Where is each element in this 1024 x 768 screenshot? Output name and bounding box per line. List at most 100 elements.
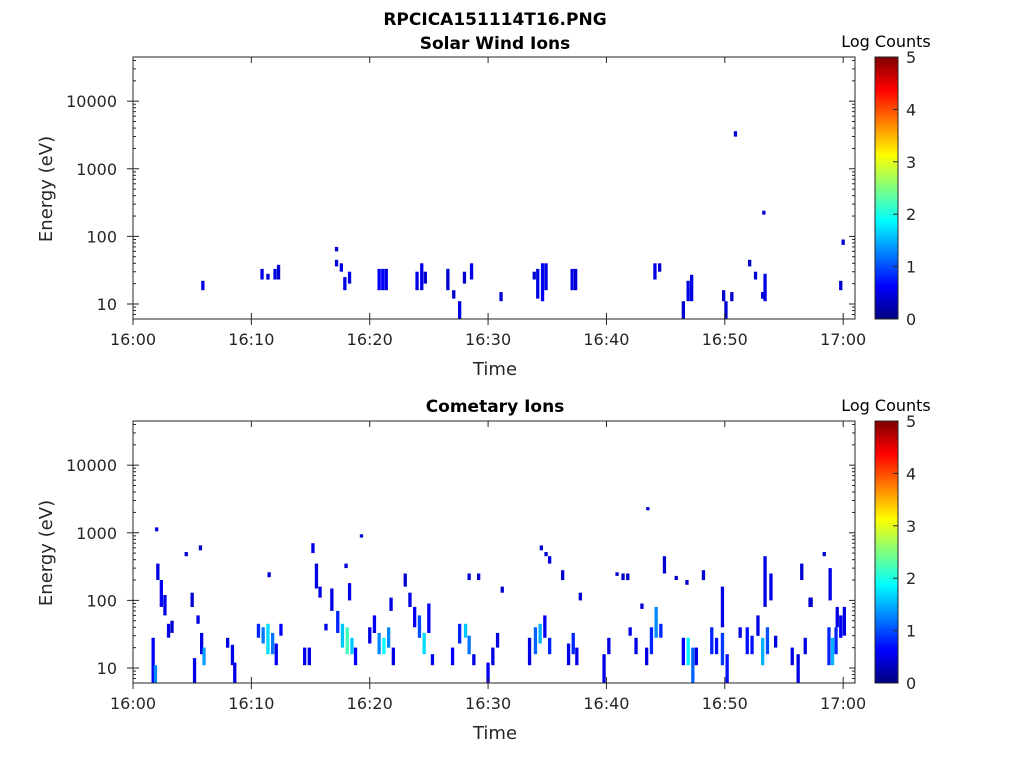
heatmap-cell bbox=[615, 572, 619, 576]
heatmap-cell bbox=[486, 662, 490, 683]
colorbar-tick-label: 1 bbox=[906, 622, 916, 641]
heatmap-cell bbox=[382, 637, 386, 655]
heatmap-cell bbox=[809, 597, 813, 607]
heatmap-cell bbox=[822, 552, 826, 557]
heatmap-cell bbox=[681, 637, 685, 666]
heatmap-cell bbox=[463, 623, 468, 638]
heatmap-cell bbox=[756, 615, 760, 636]
colorbar-tick-label: 3 bbox=[906, 153, 916, 172]
heatmap-cell bbox=[714, 637, 719, 655]
x-tick-label: 16:50 bbox=[702, 330, 748, 349]
heatmap-cell bbox=[690, 274, 694, 302]
heatmap-cell bbox=[260, 268, 264, 280]
heatmap-cell bbox=[750, 635, 754, 655]
heatmap-cell bbox=[266, 623, 270, 655]
heatmap-cell bbox=[835, 606, 839, 628]
heatmap-cells bbox=[151, 507, 846, 683]
heatmap-cell bbox=[796, 654, 800, 683]
y-tick-label: 100 bbox=[86, 591, 117, 610]
heatmap-cell bbox=[722, 290, 726, 302]
heatmap-cell bbox=[198, 545, 203, 551]
x-tick-label: 16:10 bbox=[228, 694, 274, 713]
heatmap-cell bbox=[467, 635, 471, 655]
heatmap-cell bbox=[330, 588, 334, 611]
heatmap-cell bbox=[748, 259, 752, 267]
heatmap-cell bbox=[621, 573, 625, 581]
colorbar-tick-label: 0 bbox=[906, 674, 916, 693]
heatmap-cell bbox=[578, 592, 582, 601]
heatmap-cell bbox=[654, 606, 658, 638]
heatmap-cell bbox=[574, 268, 578, 291]
heatmap-cell bbox=[314, 563, 319, 589]
y-tick-label: 10000 bbox=[66, 456, 117, 475]
heatmap-cell bbox=[500, 586, 504, 593]
x-tick-label: 16:40 bbox=[583, 330, 629, 349]
heatmap-cell bbox=[261, 627, 265, 644]
heatmap-cell bbox=[201, 280, 205, 291]
heatmap-cell bbox=[415, 271, 419, 291]
heatmap-cell bbox=[163, 595, 167, 616]
heatmap-cell bbox=[422, 632, 426, 655]
heatmap-cell bbox=[343, 277, 347, 291]
cometary-xlabel: Time bbox=[472, 723, 517, 744]
heatmap-cell bbox=[190, 592, 194, 607]
y-tick-label: 100 bbox=[86, 227, 117, 246]
heatmap-cell bbox=[710, 627, 714, 655]
heatmap-cell bbox=[273, 268, 277, 280]
colorbar-tick-label: 4 bbox=[906, 464, 916, 483]
cometary-panel: Cometary Ions Log Counts Time Energy (eV… bbox=[36, 396, 931, 744]
heatmap-cell bbox=[353, 647, 358, 666]
heatmap-cell bbox=[200, 632, 204, 655]
heatmap-cell bbox=[192, 658, 197, 683]
heatmap-cell bbox=[403, 573, 407, 587]
heatmap-cell bbox=[834, 627, 838, 655]
heatmap-cell bbox=[626, 573, 630, 581]
colorbar-tick-label: 5 bbox=[906, 48, 916, 67]
heatmap-cell bbox=[828, 568, 832, 601]
heatmap-cell bbox=[372, 615, 377, 633]
heatmap-cell bbox=[196, 615, 200, 624]
heatmap-cell bbox=[607, 637, 611, 655]
heatmap-cell bbox=[538, 623, 542, 644]
heatmap-cell bbox=[368, 627, 372, 644]
cometary-ylabel: Energy (eV) bbox=[36, 500, 57, 606]
heatmap-cell bbox=[430, 654, 435, 666]
heatmap-cell bbox=[307, 647, 311, 666]
heatmap-cell bbox=[548, 637, 552, 655]
heatmap-cell bbox=[765, 627, 770, 655]
heatmap-cell bbox=[839, 615, 843, 638]
colorbar-tick-label: 3 bbox=[906, 517, 916, 536]
heatmap-cell bbox=[763, 556, 767, 607]
heatmap-cell bbox=[628, 627, 632, 636]
heatmap-cell bbox=[533, 627, 538, 655]
heatmap-cell bbox=[566, 643, 571, 666]
heatmap-cell bbox=[724, 301, 728, 319]
heatmap-cell bbox=[662, 556, 667, 574]
heatmap-cell bbox=[347, 271, 352, 284]
heatmap-cell bbox=[303, 647, 307, 666]
y-tick-label: 10000 bbox=[66, 92, 117, 111]
heatmap-cells bbox=[201, 131, 845, 319]
x-tick-label: 16:50 bbox=[702, 694, 748, 713]
heatmap-cell bbox=[495, 632, 500, 648]
heatmap-cell bbox=[159, 580, 163, 607]
cometary-title: Cometary Ions bbox=[426, 397, 565, 417]
heatmap-cell bbox=[548, 556, 552, 564]
heatmap-cell bbox=[827, 627, 831, 666]
x-tick-label: 17:00 bbox=[820, 330, 866, 349]
x-tick-label: 16:10 bbox=[228, 330, 274, 349]
heatmap-cell bbox=[730, 292, 734, 302]
heatmap-cell bbox=[202, 647, 206, 666]
heatmap-cell bbox=[156, 563, 160, 580]
y-tick-label: 10 bbox=[97, 295, 117, 314]
x-tick-label: 16:30 bbox=[465, 330, 511, 349]
heatmap-cell bbox=[539, 545, 543, 551]
heatmap-cell bbox=[543, 615, 547, 638]
heatmap-cell bbox=[536, 268, 540, 299]
heatmap-cell bbox=[274, 643, 278, 666]
heatmap-cell bbox=[800, 563, 804, 580]
heatmap-cell bbox=[540, 263, 545, 302]
heatmap-cell bbox=[347, 583, 352, 601]
colorbar-tick-label: 5 bbox=[906, 412, 916, 431]
heatmap-cell bbox=[339, 263, 343, 272]
